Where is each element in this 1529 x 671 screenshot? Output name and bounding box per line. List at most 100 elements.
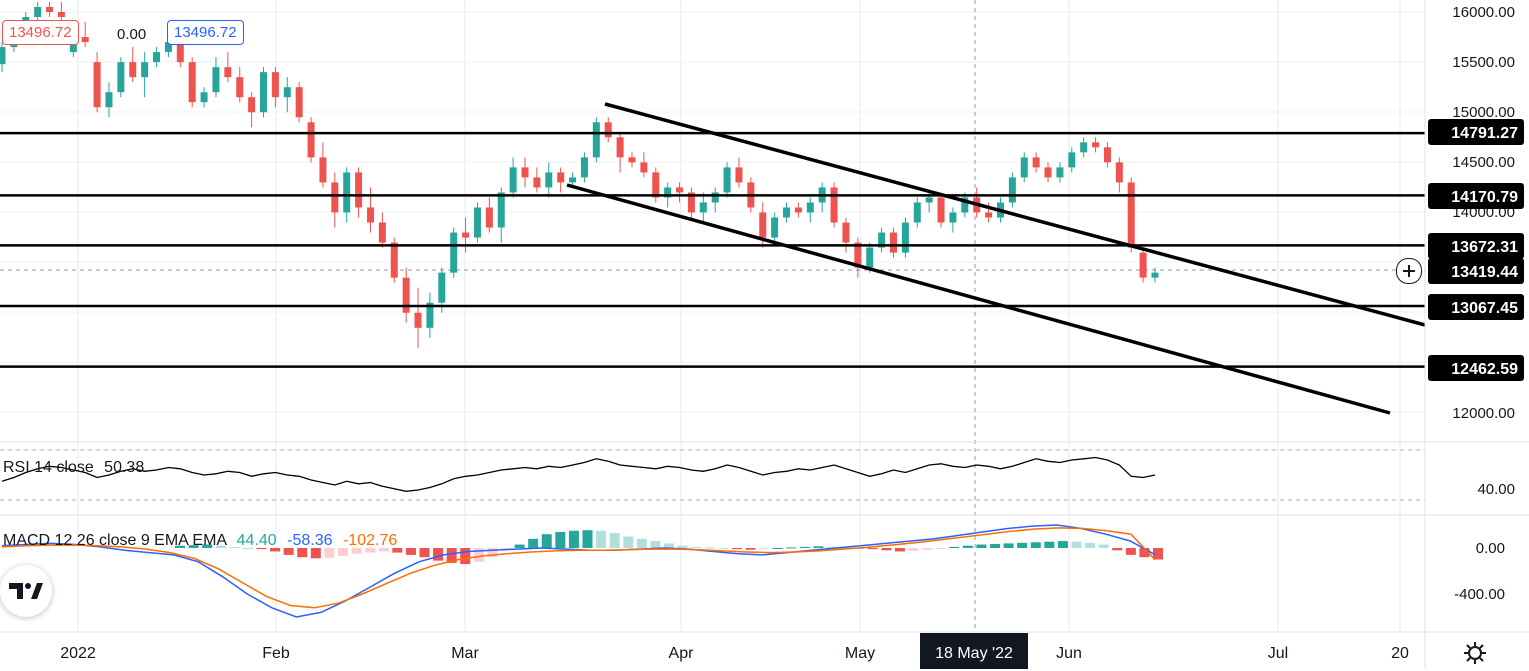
candle-body — [961, 197, 969, 213]
open-price-box: 13496.72 — [2, 20, 79, 45]
macd-histogram-bar — [1153, 548, 1163, 560]
macd-histogram-bar — [691, 546, 702, 548]
candle-body — [616, 137, 624, 158]
candle-body — [628, 157, 636, 163]
macd-histogram-bar — [677, 545, 688, 548]
macd-histogram-bar — [731, 548, 742, 550]
macd-histogram-bar — [528, 538, 539, 548]
time-tick-label: Jul — [1268, 645, 1288, 662]
macd-histogram-bar — [813, 546, 824, 548]
candle-body — [378, 222, 386, 243]
candle-body — [806, 202, 814, 213]
candle-body — [759, 212, 767, 238]
macd-histogram-bar — [908, 548, 919, 551]
candle-body — [260, 72, 268, 113]
candle-body — [426, 302, 434, 328]
candle-body — [711, 192, 719, 203]
candle-body — [771, 217, 779, 238]
candle-body — [81, 37, 89, 43]
candle-body — [545, 172, 553, 188]
price-tick-label: 15500.00 — [1452, 54, 1515, 71]
macd-histogram-bar — [487, 548, 498, 558]
macd-histogram-bar — [759, 548, 770, 550]
macd-histogram-bar — [1003, 543, 1014, 548]
macd-histogram-bar — [568, 530, 579, 548]
candle-body — [1032, 157, 1040, 168]
level-price-label: 14791.27 — [1451, 125, 1518, 142]
macd-histogram-bar — [324, 548, 335, 558]
macd-histogram-bar — [1085, 542, 1096, 548]
macd-histogram-bar — [365, 548, 376, 553]
candle-body — [176, 42, 184, 63]
candle-body — [1020, 157, 1028, 178]
candle-body — [188, 62, 196, 103]
macd-histogram-bar — [297, 548, 308, 558]
candle-body — [533, 177, 541, 188]
candle-body — [878, 232, 886, 248]
candle-body — [1080, 142, 1088, 153]
macd-histogram-bar — [609, 533, 620, 548]
time-tick-label: Mar — [451, 645, 479, 662]
candle-body — [1127, 182, 1135, 248]
crosshair-plus-icon[interactable] — [1396, 258, 1422, 284]
level-price-label: 12462.59 — [1451, 361, 1518, 378]
settings-gear-icon[interactable] — [1462, 640, 1488, 666]
candle-body — [462, 232, 470, 238]
candle-body — [1092, 142, 1100, 148]
macd-histogram-bar — [188, 545, 199, 548]
macd-axis-label: 0.00 — [1476, 540, 1505, 557]
candle-body — [1056, 167, 1064, 178]
macd-histogram-bar — [867, 548, 878, 550]
candle-body — [366, 207, 374, 223]
candle-body — [557, 172, 565, 183]
candle-body — [200, 92, 208, 103]
trend-channel — [566, 102, 1426, 415]
tradingview-logo-icon[interactable] — [0, 565, 52, 617]
macd-histogram-bar — [310, 548, 321, 559]
macd-histogram-bar — [460, 548, 471, 565]
macd-histogram-bar — [242, 548, 253, 549]
time-tick-label: Apr — [669, 645, 695, 662]
candle-body — [830, 187, 838, 223]
candle-body — [450, 232, 458, 273]
macd-histogram-bar — [718, 548, 729, 549]
macd-histogram-bar — [1112, 548, 1123, 551]
macd-pane — [0, 514, 1529, 618]
candle-body — [1008, 177, 1016, 203]
macd-histogram-bar — [338, 548, 348, 557]
close-price-box: 13496.72 — [167, 20, 244, 45]
candle-body — [93, 62, 101, 108]
candle-body — [141, 62, 149, 78]
macd-histogram-bar — [1139, 548, 1150, 558]
trendline-upper — [604, 102, 1426, 327]
macd-histogram-bar — [582, 530, 593, 548]
candle-body — [913, 202, 921, 223]
candle-body — [866, 247, 874, 268]
macd-histogram-bar — [840, 547, 851, 549]
price-tick-label: 16000.00 — [1452, 4, 1515, 21]
rsi-pane — [0, 441, 1529, 501]
candle-body — [687, 192, 695, 213]
macd-histogram-bar — [541, 534, 552, 548]
candle-body — [343, 172, 351, 213]
candle-body — [485, 207, 493, 228]
macd-histogram-bar — [1044, 541, 1055, 548]
change-value: 0.00 — [117, 26, 147, 43]
candle-body — [402, 277, 410, 313]
candle-body — [604, 122, 612, 138]
level-price-label: 13067.45 — [1451, 300, 1518, 317]
candlestick-series — [0, 1, 1159, 348]
candle-body — [236, 77, 244, 98]
level-price-badge — [1428, 258, 1524, 284]
macd-histogram-bar — [799, 546, 810, 548]
candle-body — [937, 197, 945, 223]
macd-histogram-bar — [935, 548, 946, 549]
candle-body — [355, 172, 363, 208]
candle-body — [497, 192, 505, 228]
macd-histogram-bar — [1125, 548, 1136, 555]
price-tick-label: 15000.00 — [1452, 104, 1515, 121]
candle-body — [248, 97, 256, 113]
crosshair-time-label: 18 May '22 — [935, 645, 1013, 662]
macd-histogram-bar — [704, 547, 715, 549]
